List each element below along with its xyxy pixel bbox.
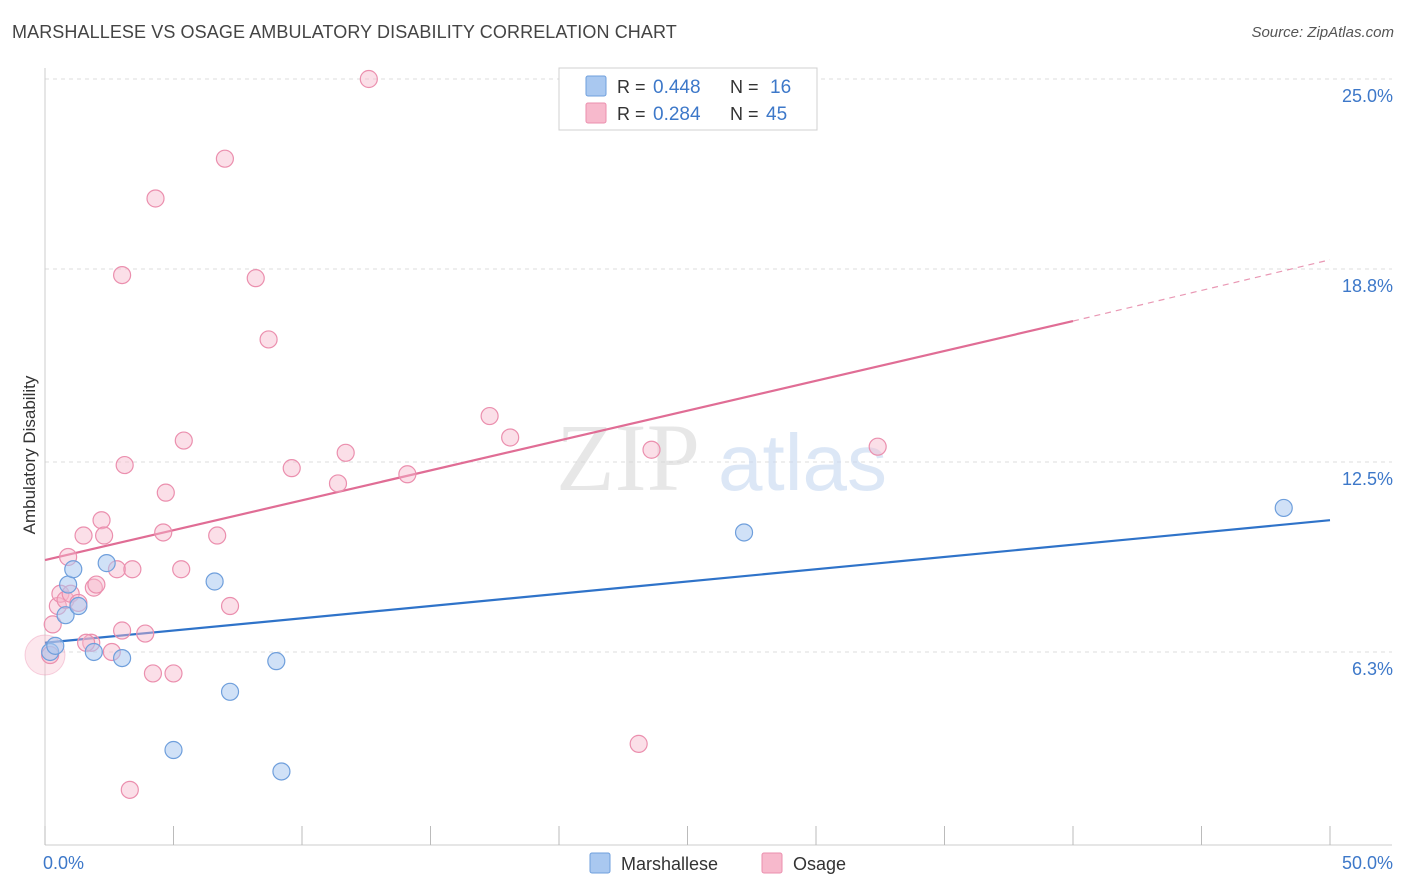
marshallese-point [1274,498,1293,518]
osage-point [282,459,301,478]
osage-point [328,474,348,493]
marshallese-point [734,523,754,542]
marshallese-point [64,560,83,579]
watermark-zip: ZIP [556,404,700,511]
osage-point [112,265,132,285]
legend: R = 0.448 N = 16 R = 0.284 N = 45 [558,67,818,131]
marshallese-point [272,762,291,781]
marshallese-point [46,636,65,655]
osage-point [84,578,103,597]
legend-n-label-marshallese: N = [730,77,759,97]
bottom-legend-label-marshallese: Marshallese [621,854,718,874]
legend-n-label-osage: N = [730,104,759,124]
y-tick-label: 18.8% [1342,276,1393,296]
osage-point [43,615,62,634]
legend-n-value-osage: 45 [766,104,787,125]
osage-point [154,523,173,542]
osage-point [398,465,417,484]
osage-point [146,189,165,208]
legend-r-value-marshallese: 0.448 [653,77,701,98]
y-tick-label: 25.0% [1342,86,1393,106]
osage-point [208,526,227,545]
osage-point [359,69,378,89]
osage-point [164,664,183,683]
watermark: ZIP atlas [556,404,887,511]
legend-n-value-marshallese: 16 [770,77,791,98]
bottom-legend-swatch-osage [761,852,783,874]
osage-point [143,664,163,683]
marshallese-point [164,740,183,760]
marshallese-point [205,572,224,591]
trend-lines [44,259,1331,644]
x-tick-label-max: 50.0% [1342,853,1393,873]
grid-lines [45,78,1392,653]
watermark-atlas: atlas [718,418,887,507]
bottom-legend-label-osage: Osage [793,854,846,874]
osage-point [629,734,648,753]
osage-point [642,440,661,459]
osage-point [156,483,175,502]
osage-point [123,560,142,579]
osage-point [95,526,114,545]
y-tick-label: 12.5% [1342,469,1393,489]
osage-point [480,406,499,426]
legend-r-label-marshallese: R = [617,77,646,97]
osage-point [172,560,191,579]
osage-point [220,596,240,616]
trend-line-marshallese [44,519,1331,644]
legend-swatch-osage [585,102,607,124]
bottom-legend-swatch-marshallese [589,852,611,874]
source-label: Source: ZipAtlas.com [1251,24,1394,41]
osage-point [74,526,93,545]
legend-r-value-osage: 0.284 [653,104,701,125]
y-tick-label: 6.3% [1352,659,1393,679]
osage-point [87,575,106,594]
osage-point [112,621,132,640]
bottom-legend: Marshallese Osage [589,852,846,874]
tick-labels: 6.3% 12.5% 18.8% 25.0% 0.0% 50.0% [43,86,1393,873]
marshallese-point [69,596,88,616]
osage-point [174,431,193,450]
trend-line-osage [44,319,1074,562]
osage-point [136,624,155,643]
axes [44,68,1392,846]
marshallese-point [84,642,103,662]
osage-point [120,780,139,799]
legend-r-label-osage: R = [617,104,646,124]
data-points [24,69,1293,799]
osage-point [246,269,265,288]
osage-point [501,428,520,447]
marshallese-point [97,554,116,573]
marshallese-point [267,652,286,671]
legend-swatch-marshallese [585,75,607,97]
osage-point [92,511,111,530]
osage-point [115,455,134,475]
marshallese-point [59,575,78,594]
marshallese-point [112,648,132,668]
osage-point [259,330,278,349]
osage-point [868,437,887,456]
osage-point [215,149,234,168]
x-tick-label-min: 0.0% [43,853,84,873]
trend-line-osage-extension [1072,259,1331,322]
marshallese-point [220,682,240,701]
osage-point [336,443,355,462]
chart-title: MARSHALLESE VS OSAGE AMBULATORY DISABILI… [12,22,677,42]
marshallese-point [56,606,75,625]
